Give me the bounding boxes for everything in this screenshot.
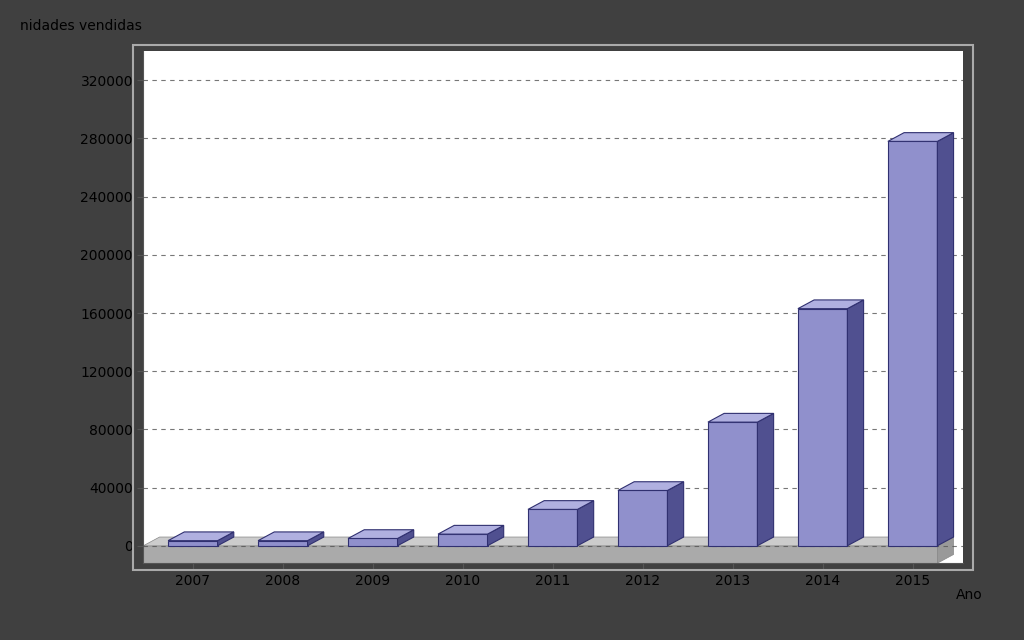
Polygon shape <box>617 490 668 546</box>
Polygon shape <box>438 525 504 534</box>
Polygon shape <box>143 546 937 563</box>
Polygon shape <box>348 530 414 538</box>
Polygon shape <box>668 482 684 546</box>
Polygon shape <box>888 141 937 546</box>
Polygon shape <box>937 537 953 563</box>
Polygon shape <box>438 534 487 546</box>
Polygon shape <box>708 413 773 422</box>
Polygon shape <box>168 541 217 546</box>
Polygon shape <box>528 500 594 509</box>
Polygon shape <box>168 532 233 541</box>
Text: nidades vendidas: nidades vendidas <box>20 19 142 33</box>
Polygon shape <box>578 500 594 546</box>
Polygon shape <box>348 538 397 546</box>
Polygon shape <box>617 482 684 490</box>
Polygon shape <box>307 532 324 546</box>
Polygon shape <box>848 300 863 546</box>
Polygon shape <box>258 541 307 546</box>
Polygon shape <box>258 532 324 541</box>
Polygon shape <box>708 422 758 546</box>
Polygon shape <box>888 132 953 141</box>
Polygon shape <box>937 132 953 546</box>
Polygon shape <box>217 532 233 546</box>
Polygon shape <box>143 537 953 546</box>
Polygon shape <box>487 525 504 546</box>
Polygon shape <box>758 413 773 546</box>
Text: Ano: Ano <box>956 588 983 602</box>
Polygon shape <box>397 530 414 546</box>
Polygon shape <box>528 509 578 546</box>
Polygon shape <box>798 308 848 546</box>
Polygon shape <box>798 300 863 308</box>
